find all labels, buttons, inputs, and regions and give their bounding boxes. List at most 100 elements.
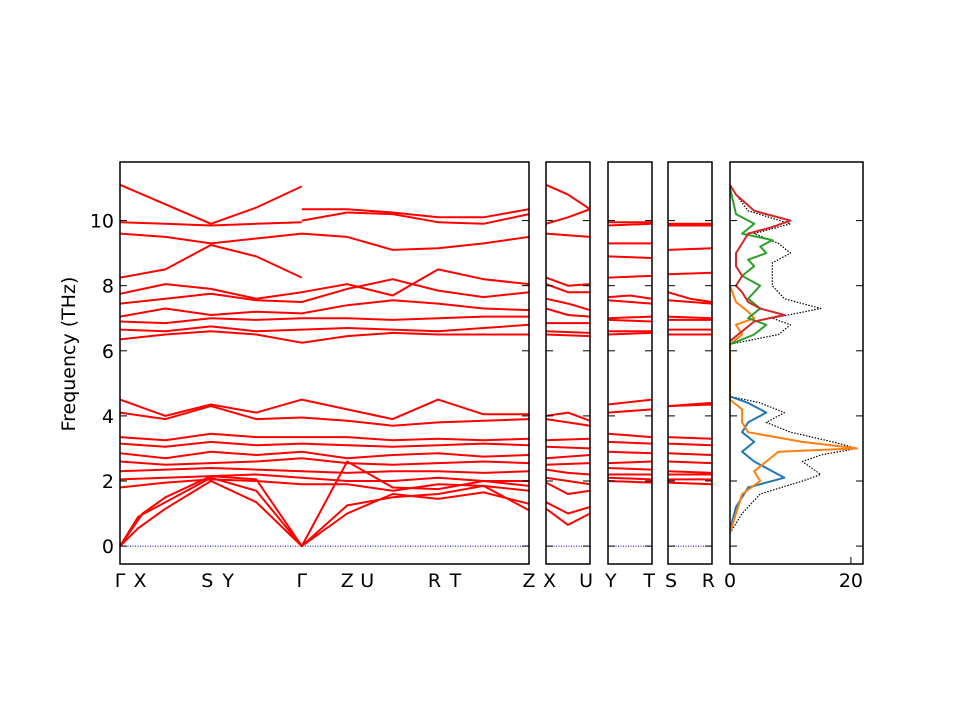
dos-x-tick-label: 0: [724, 570, 736, 592]
band-line: [607, 318, 653, 323]
kpoint-label: Z: [341, 570, 354, 592]
dos-series-line: [729, 285, 858, 534]
band-line: [545, 481, 591, 495]
band-line: [545, 462, 591, 466]
band-line: [667, 442, 713, 447]
band-line: [545, 454, 591, 460]
kpoint-label: X: [133, 570, 146, 592]
kpoint-label: Γ: [115, 570, 126, 592]
band-line: [119, 457, 530, 466]
kpoint-label: T: [642, 570, 655, 592]
band-line: [545, 232, 591, 238]
band-line: [607, 432, 653, 439]
dos-series-line: [729, 184, 858, 534]
y-tick-label: 2: [102, 471, 114, 493]
band-line: [607, 476, 653, 481]
kpoint-label: S: [665, 570, 677, 592]
kpoint-label: Γ: [296, 570, 307, 592]
band-line: [119, 476, 530, 548]
band-line: [607, 331, 653, 336]
band-line: [545, 208, 591, 225]
kpoint-label: U: [360, 570, 374, 592]
band-line: [607, 315, 653, 320]
band-line: [667, 315, 713, 320]
y-tick-label: 6: [102, 341, 114, 363]
band-line: [545, 418, 591, 427]
panel-frame: [119, 161, 530, 565]
band-line: [119, 315, 529, 325]
band-line: [545, 468, 591, 476]
band-line: [607, 460, 653, 465]
band-line: [545, 297, 591, 312]
band-line: [119, 183, 303, 225]
panel-frame: [545, 161, 591, 565]
band-line: [301, 211, 530, 225]
kpoint-label: S: [201, 570, 213, 592]
band-line: [667, 247, 713, 251]
band-line: [119, 460, 530, 548]
band-line: [545, 276, 591, 287]
y-tick-label: 10: [90, 211, 114, 233]
band-line: [119, 440, 530, 448]
band-line: [607, 274, 653, 279]
panel-frame: [667, 161, 713, 565]
band-line: [545, 437, 591, 442]
band-line: [667, 481, 713, 486]
band-line: [119, 473, 529, 482]
band-line: [119, 299, 530, 318]
kpoint-label: X: [543, 570, 556, 592]
band-line: [119, 268, 530, 300]
band-line: [667, 436, 713, 440]
kpoint-label: R: [702, 570, 715, 592]
band-line: [607, 467, 653, 471]
band-line: [545, 330, 591, 334]
band-line: [607, 255, 653, 259]
band-line: [119, 323, 530, 333]
kpoint-label: Y: [604, 570, 617, 592]
y-axis-title: Frequency (THz): [58, 277, 80, 432]
dos-frame: [729, 161, 864, 565]
band-line: [119, 330, 529, 344]
band-line: [119, 467, 530, 474]
band-line: [607, 408, 653, 414]
band-line: [607, 450, 653, 455]
band-line: [119, 278, 530, 305]
band-line: [607, 398, 653, 406]
y-tick-label: 0: [102, 536, 114, 558]
dos-panel: 0 20: [724, 161, 864, 592]
kpoint-label: U: [579, 570, 593, 592]
band-line: [119, 450, 530, 460]
band-line: [545, 333, 591, 338]
kpoint-label: Z: [522, 570, 535, 592]
dos-series-line: [729, 395, 786, 531]
band-line: [545, 501, 591, 515]
band-line: [667, 271, 713, 276]
band-line: [667, 452, 713, 456]
band-line: [545, 283, 590, 294]
y-tick-label: 4: [102, 406, 114, 428]
band-line: [545, 183, 591, 211]
dos-series-line: [729, 187, 774, 346]
band-line: [607, 299, 653, 305]
band-line: [667, 291, 713, 303]
band-line: [607, 294, 653, 300]
band-line: [119, 221, 302, 227]
panel-frame: [607, 161, 653, 565]
band-line: [301, 208, 530, 219]
band-line: [667, 403, 713, 408]
band-line: [607, 480, 653, 484]
band-line: [119, 244, 303, 279]
band-line: [545, 476, 591, 486]
band-line: [119, 398, 529, 421]
kpoint-label: R: [428, 570, 441, 592]
band-line: [119, 405, 530, 427]
band-line: [607, 440, 653, 445]
band-line: [607, 222, 653, 227]
band-line: [667, 470, 713, 474]
dos-series-line: [729, 184, 792, 342]
band-line: [119, 232, 530, 251]
